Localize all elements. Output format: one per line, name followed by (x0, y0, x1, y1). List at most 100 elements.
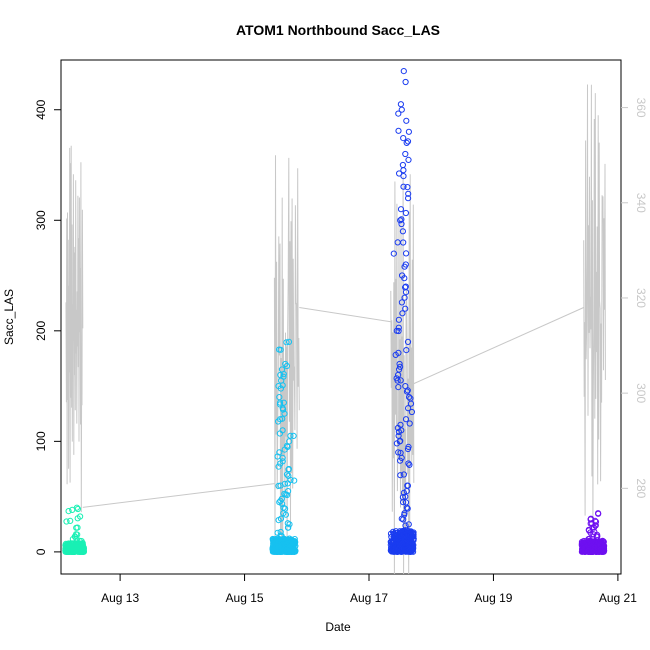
data-point (400, 183, 407, 190)
data-point (394, 424, 401, 432)
line-segment (583, 84, 606, 527)
x-tick-label: Aug 13 (101, 591, 139, 605)
data-point (408, 548, 415, 555)
line-segment (273, 155, 300, 546)
data-point (399, 494, 406, 501)
data-point (404, 387, 411, 394)
data-point (400, 167, 407, 174)
y2-tick-label: 300 (634, 383, 648, 403)
data-point (73, 504, 81, 511)
data-point (280, 371, 287, 378)
data-point (408, 408, 415, 416)
data-point (286, 521, 293, 528)
data-point (403, 250, 410, 257)
data-point (406, 394, 413, 401)
data-point (401, 294, 408, 301)
data-point (79, 547, 86, 554)
data-point (395, 449, 402, 456)
data-point (402, 78, 409, 86)
data-point (397, 457, 404, 464)
data-point (407, 395, 414, 402)
data-point (402, 284, 409, 291)
data-point (400, 471, 407, 478)
point-cluster (387, 68, 417, 556)
data-point (395, 110, 402, 117)
data-point (399, 310, 406, 317)
data-point (403, 388, 411, 395)
data-point (287, 547, 294, 555)
x-tick-label: Aug 19 (474, 591, 512, 605)
data-point (284, 548, 291, 555)
data-point (592, 518, 600, 525)
line-connector (82, 483, 275, 508)
point-cluster (578, 510, 608, 556)
data-point (397, 472, 404, 479)
data-point (401, 263, 408, 270)
data-point (395, 327, 402, 335)
y2-tick-label: 360 (634, 98, 648, 118)
data-point (400, 239, 407, 246)
data-point (405, 538, 412, 545)
data-point (395, 384, 402, 391)
data-point (274, 529, 281, 536)
data-point (597, 546, 604, 554)
data-point (279, 415, 286, 422)
data-point (62, 548, 69, 555)
data-point (281, 490, 288, 497)
data-point (285, 472, 292, 479)
data-point (401, 531, 408, 539)
data-point (399, 161, 406, 169)
data-point (591, 544, 598, 552)
data-point (587, 516, 594, 523)
data-point (395, 428, 402, 436)
data-point (275, 482, 282, 489)
line-series (65, 84, 606, 575)
data-point (277, 497, 284, 504)
data-point (393, 375, 400, 382)
data-point (405, 521, 412, 528)
data-point (279, 458, 286, 465)
data-point (399, 228, 406, 235)
data-point (401, 275, 408, 282)
y-tick-label: 400 (34, 99, 48, 119)
data-point (281, 410, 288, 417)
data-point (595, 510, 602, 517)
data-point (404, 138, 412, 145)
data-point (74, 515, 81, 522)
data-point (282, 505, 289, 512)
data-point (397, 449, 404, 456)
data-point (405, 156, 412, 163)
data-point (404, 445, 412, 453)
data-point (395, 316, 402, 323)
data-point (272, 548, 279, 555)
data-point (405, 190, 412, 197)
data-point (402, 499, 410, 506)
chart-title: ATOM1 Northbound Sacc_LAS (236, 22, 440, 38)
data-point (269, 535, 276, 543)
data-point (273, 536, 280, 543)
data-point (402, 416, 410, 423)
x-tick-label: Aug 15 (226, 591, 264, 605)
data-point (283, 339, 290, 346)
data-point (396, 360, 403, 368)
data-point (579, 548, 586, 555)
data-point (403, 117, 410, 124)
plot-frame (60, 59, 622, 575)
data-point (278, 532, 285, 539)
data-point (291, 477, 298, 484)
data-point (401, 511, 408, 518)
data-point (277, 399, 284, 406)
y2-tick-label: 280 (634, 478, 648, 498)
x-axis: Aug 13 Aug 15 Aug 17 Aug 19 Aug 21 (101, 574, 637, 605)
data-point (280, 373, 287, 380)
data-point (292, 539, 299, 546)
data-point (285, 524, 292, 531)
data-point (402, 305, 409, 312)
data-point (390, 250, 397, 257)
data-point (402, 546, 409, 554)
data-point (62, 545, 70, 552)
data-point (580, 540, 587, 547)
data-point (281, 480, 288, 487)
data-point (275, 463, 282, 470)
